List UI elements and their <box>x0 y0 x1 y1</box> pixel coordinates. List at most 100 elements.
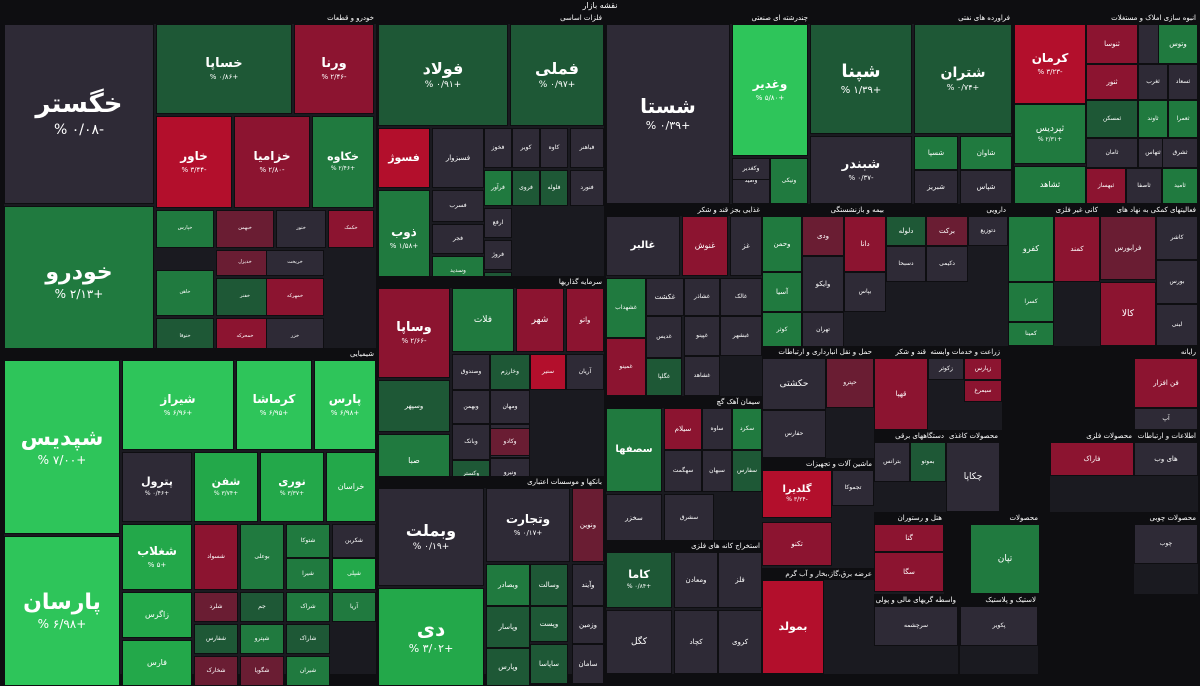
stock-tile[interactable]: وزمین <box>572 606 604 644</box>
stock-tile[interactable]: کچاد <box>674 610 718 674</box>
stock-tile[interactable]: وکادو <box>490 428 530 456</box>
stock-tile[interactable]: شخارک <box>194 656 238 686</box>
stock-tile[interactable]: ثغرب <box>1138 64 1168 100</box>
stock-tile[interactable]: کمینا <box>1008 322 1054 346</box>
stock-tile[interactable]: شیرا <box>286 558 330 590</box>
stock-tile[interactable]: قهپا <box>874 358 928 430</box>
stock-tile[interactable]: غشاذر <box>684 278 720 316</box>
stock-tile[interactable]: ومعادن <box>674 552 718 608</box>
stock-tile[interactable]: شپاس <box>960 170 1012 204</box>
stock-tile[interactable]: غکشت <box>646 278 684 316</box>
stock-tile[interactable]: شپدیس +۷/۰۰ % <box>4 360 120 534</box>
stock-tile[interactable]: ثمسکن <box>1086 100 1138 138</box>
stock-tile[interactable]: گنا <box>874 524 944 552</box>
stock-tile[interactable]: خکاوه +۲/۴۶ % <box>312 116 374 208</box>
stock-tile[interactable]: وبهمن <box>452 390 490 424</box>
stock-tile[interactable]: وساپا -۲/۶۶ % <box>378 288 450 378</box>
stock-tile[interactable]: کفرو <box>1008 216 1054 282</box>
stock-tile[interactable]: سکرد <box>732 408 762 450</box>
stock-tile[interactable]: ثسعاد <box>1168 64 1198 100</box>
stock-tile[interactable]: خساپا +۰/۸۶ % <box>156 24 292 114</box>
stock-tile[interactable]: خاور -۳/۴۴ % <box>156 116 232 208</box>
stock-tile[interactable]: شفن +۳/۷۴ % <box>194 452 258 522</box>
stock-tile[interactable]: غالبر <box>606 216 680 276</box>
stock-tile[interactable]: فسبزوار <box>432 128 484 188</box>
stock-tile[interactable]: ختور <box>276 210 326 248</box>
stock-tile[interactable]: کاوه <box>540 128 568 168</box>
stock-tile[interactable]: وغدیر +۵/۸۰ % <box>732 24 808 156</box>
stock-tile[interactable]: ورنا -۲/۴۶ % <box>294 24 374 114</box>
stock-tile[interactable]: خراسان <box>326 452 376 522</box>
stock-tile[interactable]: خمهرکه <box>266 278 324 316</box>
stock-tile[interactable]: شبریز <box>914 170 958 204</box>
stock-tile[interactable]: شکربن <box>332 524 376 558</box>
stock-tile[interactable]: فنورد <box>570 170 604 206</box>
stock-tile[interactable]: وتوس <box>1158 24 1198 64</box>
stock-tile[interactable]: فروژ <box>484 240 512 270</box>
stock-tile[interactable]: سیلام <box>664 408 702 450</box>
stock-tile[interactable]: ثنوسا <box>1086 24 1138 64</box>
stock-tile[interactable]: فسوژ <box>378 128 430 188</box>
stock-tile[interactable]: ثاوند <box>1138 100 1168 138</box>
stock-tile[interactable]: تپان <box>970 524 1040 594</box>
stock-tile[interactable]: فسرب <box>432 190 484 222</box>
stock-tile[interactable]: ثشرق <box>1162 138 1198 168</box>
stock-tile[interactable]: چکاپا <box>946 442 1000 512</box>
stock-tile[interactable]: تجموکا <box>832 470 874 506</box>
stock-tile[interactable]: کسرا <box>1008 282 1054 322</box>
stock-tile[interactable]: سیمرغ <box>964 380 1002 402</box>
stock-tile[interactable]: آپ <box>1134 408 1198 430</box>
stock-tile[interactable]: خدیزل <box>216 250 274 276</box>
stock-tile[interactable]: دکیمی <box>926 246 968 282</box>
stock-tile[interactable]: فخوز <box>484 128 512 168</box>
stock-tile[interactable]: غمینو <box>606 338 646 396</box>
stock-tile[interactable]: کالا <box>1100 282 1156 346</box>
stock-tile[interactable]: برکت <box>926 216 968 246</box>
stock-tile[interactable]: فرآور <box>484 170 512 206</box>
stock-tile[interactable]: خکمک <box>328 210 374 248</box>
stock-tile[interactable]: شپلی <box>332 558 376 590</box>
stock-tile[interactable]: تکنو <box>762 522 832 566</box>
stock-tile[interactable]: غبشهر <box>720 316 762 356</box>
stock-tile[interactable]: کرماشا +۶/۹۵ % <box>236 360 312 450</box>
stock-tile[interactable]: شیران <box>286 656 330 686</box>
stock-tile[interactable]: وبانک <box>452 424 490 460</box>
stock-tile[interactable]: کاشر <box>1156 216 1198 260</box>
stock-tile[interactable]: سرچشمه <box>874 606 958 646</box>
stock-tile[interactable]: وبصادر <box>486 564 530 606</box>
stock-tile[interactable]: وحمن <box>762 216 802 272</box>
stock-tile[interactable]: شاراک <box>286 624 330 654</box>
stock-tile[interactable]: شفارس <box>194 624 238 654</box>
stock-tile[interactable]: غشهداب <box>606 278 646 338</box>
stock-tile[interactable]: بمولد <box>762 580 824 674</box>
stock-tile[interactable]: وایکو <box>802 256 844 312</box>
stock-tile[interactable]: کوثر <box>762 312 802 348</box>
stock-tile[interactable]: وسالت <box>530 564 568 606</box>
stock-tile[interactable]: دتوزیع <box>968 216 1008 246</box>
stock-tile[interactable]: سفارس <box>732 450 762 492</box>
stock-tile[interactable]: دانا <box>844 216 886 272</box>
stock-tile[interactable]: سشرق <box>664 494 714 542</box>
stock-tile[interactable]: پترول +۰/۴۶ % <box>122 452 192 522</box>
stock-tile[interactable]: خودرو +۲/۱۳ % <box>4 206 154 356</box>
stock-tile[interactable]: وبملت +۰/۱۹ % <box>378 488 484 586</box>
stock-tile[interactable]: غدیس <box>646 316 682 358</box>
stock-tile[interactable]: شگویا <box>240 656 284 686</box>
stock-tile[interactable]: سصفها <box>606 408 662 492</box>
stock-tile[interactable]: فرابورس <box>1100 216 1156 280</box>
stock-tile[interactable]: پارس +۶/۹۸ % <box>314 360 376 450</box>
stock-tile[interactable]: فملی +۰/۹۷ % <box>510 24 604 126</box>
stock-tile[interactable]: خپارس <box>156 210 214 248</box>
stock-tile[interactable]: غز <box>730 216 762 276</box>
stock-tile[interactable]: وپست <box>530 606 568 642</box>
stock-tile[interactable]: فباهنر <box>570 128 604 168</box>
stock-tile[interactable]: شاوان <box>960 136 1012 170</box>
stock-tile[interactable]: ثنور <box>1086 64 1138 100</box>
stock-tile[interactable]: دی +۳/۰۲ % <box>378 588 484 686</box>
stock-tile[interactable]: چوب <box>1134 524 1198 564</box>
stock-tile[interactable]: بپاس <box>844 272 886 312</box>
stock-tile[interactable]: فلوله <box>540 170 568 206</box>
stock-tile[interactable]: ذوب +۱/۵۸ % <box>378 190 430 286</box>
stock-tile[interactable]: شسپا <box>914 136 958 170</box>
stock-tile[interactable]: کویر <box>512 128 540 168</box>
